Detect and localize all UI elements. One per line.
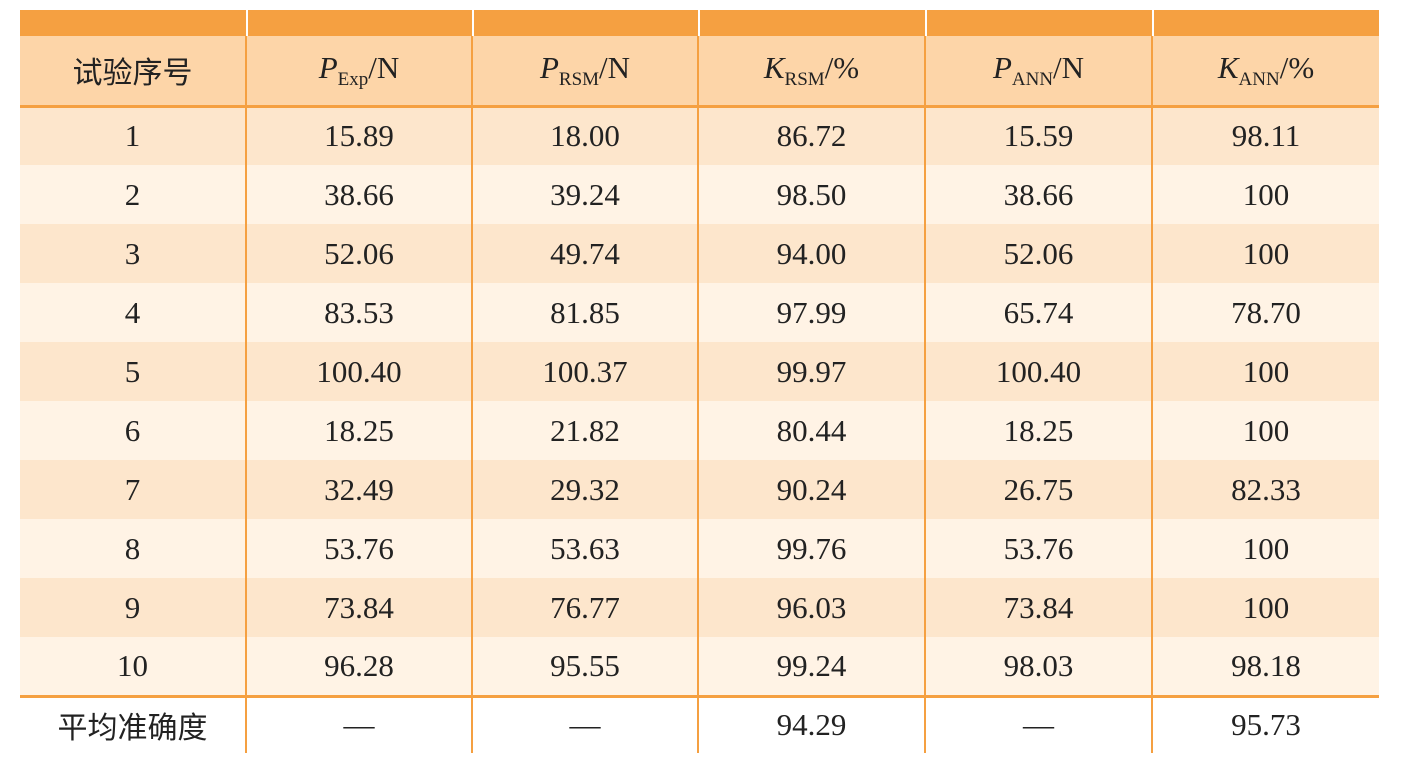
table-cell: 53.63 xyxy=(471,519,698,578)
trial-number-cell: 5 xyxy=(124,353,141,389)
trial-number-cell: 6 xyxy=(124,412,141,448)
table-row: 7 32.49 29.32 90.24 26.75 82.33 xyxy=(20,460,1379,519)
table-cell: 94.00 xyxy=(697,224,925,283)
table-cell: 78.70 xyxy=(1151,283,1379,342)
table-cell: 80.44 xyxy=(697,401,925,460)
table-row: 9 73.84 76.77 96.03 73.84 100 xyxy=(20,578,1379,637)
table-cell: 100 xyxy=(1151,224,1379,283)
table-cell: 81.85 xyxy=(471,283,698,342)
trial-number-cell: 9 xyxy=(124,589,141,625)
results-table-container: 试验序号 PExp/N PRSM/N KRSM/% PANN/N KANN/% … xyxy=(20,10,1379,753)
table-cell: 90.24 xyxy=(697,460,925,519)
average-accuracy-row: 平均准确度 — — 94.29 — 95.73 xyxy=(20,694,1379,753)
table-cell: 53.76 xyxy=(245,519,472,578)
table-cell: 99.24 xyxy=(697,637,925,696)
table-cell: 29.32 xyxy=(471,460,698,519)
table-cell: 98.11 xyxy=(1151,106,1379,165)
table-cell: 100 xyxy=(1151,342,1379,401)
trial-number-cell: 3 xyxy=(124,235,141,271)
average-cell: 95.73 xyxy=(1151,694,1379,753)
table-cell: 73.84 xyxy=(924,578,1152,637)
table-cell: 52.06 xyxy=(245,224,472,283)
trial-number-cell: 7 xyxy=(124,471,141,507)
table-top-band xyxy=(20,10,1379,36)
table-cell: 100 xyxy=(1151,401,1379,460)
table-row: 8 53.76 53.63 99.76 53.76 100 xyxy=(20,519,1379,578)
table-cell: 98.50 xyxy=(697,165,925,224)
table-cell: 99.97 xyxy=(697,342,925,401)
table-cell: 73.84 xyxy=(245,578,472,637)
header-trial-number: 试验序号 xyxy=(20,36,246,108)
table-cell: 97.99 xyxy=(697,283,925,342)
table-cell: 15.89 xyxy=(245,106,472,165)
trial-number-cell: 2 xyxy=(124,176,141,212)
table-cell: 100.40 xyxy=(924,342,1152,401)
header-p-ann: PANN/N xyxy=(924,36,1152,108)
table-cell: 18.25 xyxy=(245,401,472,460)
table-cell: 32.49 xyxy=(245,460,472,519)
table-cell: 26.75 xyxy=(924,460,1152,519)
average-cell: — xyxy=(471,694,698,753)
table-cell: 52.06 xyxy=(924,224,1152,283)
trial-number-cell: 4 xyxy=(124,294,141,330)
table-cell: 53.76 xyxy=(924,519,1152,578)
table-cell: 39.24 xyxy=(471,165,698,224)
header-k-ann: KANN/% xyxy=(1151,36,1379,108)
table-cell: 18.25 xyxy=(924,401,1152,460)
table-cell: 100.40 xyxy=(245,342,472,401)
table-row: 5 100.40 100.37 99.97 100.40 100 xyxy=(20,342,1379,401)
table-row: 6 18.25 21.82 80.44 18.25 100 xyxy=(20,401,1379,460)
table-row: 3 52.06 49.74 94.00 52.06 100 xyxy=(20,224,1379,283)
table-cell: 100 xyxy=(1151,165,1379,224)
table-row: 1 15.89 18.00 86.72 15.59 98.11 xyxy=(20,106,1379,165)
table-cell: 95.55 xyxy=(471,637,698,696)
results-table: 试验序号 PExp/N PRSM/N KRSM/% PANN/N KANN/% … xyxy=(20,36,1379,753)
table-cell: 38.66 xyxy=(245,165,472,224)
average-accuracy-label: 平均准确度 xyxy=(20,694,246,753)
table-cell: 96.03 xyxy=(697,578,925,637)
table-cell: 100.37 xyxy=(471,342,698,401)
table-cell: 65.74 xyxy=(924,283,1152,342)
table-row: 2 38.66 39.24 98.50 38.66 100 xyxy=(20,165,1379,224)
header-k-rsm: KRSM/% xyxy=(697,36,925,108)
trial-number-cell: 10 xyxy=(117,647,148,683)
table-cell: 82.33 xyxy=(1151,460,1379,519)
table-cell: 98.03 xyxy=(924,637,1152,696)
table-cell: 96.28 xyxy=(245,637,472,696)
table-cell: 15.59 xyxy=(924,106,1152,165)
table-cell: 49.74 xyxy=(471,224,698,283)
average-cell: — xyxy=(924,694,1152,753)
table-cell: 38.66 xyxy=(924,165,1152,224)
table-cell: 100 xyxy=(1151,519,1379,578)
header-row: 试验序号 PExp/N PRSM/N KRSM/% PANN/N KANN/% xyxy=(20,36,1379,108)
trial-number-cell: 8 xyxy=(124,530,141,566)
table-cell: 86.72 xyxy=(697,106,925,165)
table-cell: 100 xyxy=(1151,578,1379,637)
table-row: 4 83.53 81.85 97.99 65.74 78.70 xyxy=(20,283,1379,342)
table-body: 1 15.89 18.00 86.72 15.59 98.11 2 38.66 39.24 98.… xyxy=(20,106,1379,696)
table-row: 10 96.28 95.55 99.24 98.03 98.18 xyxy=(20,637,1379,696)
table-cell: 83.53 xyxy=(245,283,472,342)
trial-number-cell: 1 xyxy=(124,118,141,154)
table-cell: 99.76 xyxy=(697,519,925,578)
table-cell: 98.18 xyxy=(1151,637,1379,696)
header-p-rsm: PRSM/N xyxy=(471,36,698,108)
average-cell: 94.29 xyxy=(697,694,925,753)
header-p-exp: PExp/N xyxy=(245,36,472,108)
table-cell: 21.82 xyxy=(471,401,698,460)
table-cell: 18.00 xyxy=(471,106,698,165)
table-cell: 76.77 xyxy=(471,578,698,637)
average-cell: — xyxy=(245,694,472,753)
